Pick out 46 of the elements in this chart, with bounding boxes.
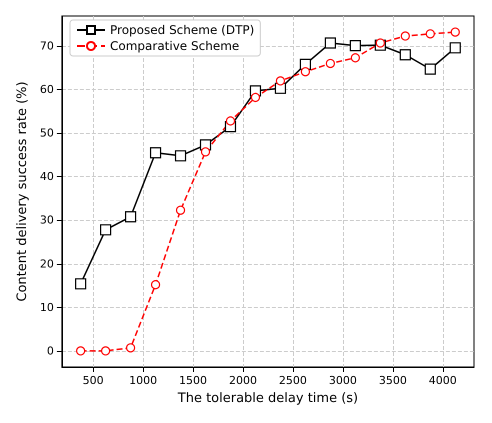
point — [76, 346, 86, 356]
point — [350, 40, 361, 52]
point — [350, 53, 360, 62]
point — [100, 224, 112, 236]
point — [124, 211, 136, 222]
point — [450, 28, 460, 37]
y-axis-title: Content delivery success rate (%) — [15, 81, 30, 302]
y-tick-label: 20 — [40, 257, 54, 270]
point — [324, 37, 336, 49]
x-tick-label: 500 — [82, 374, 104, 387]
x-tick-label: 2500 — [278, 374, 307, 387]
point — [376, 38, 385, 48]
y-tick-label: 40 — [40, 170, 54, 184]
point — [126, 343, 136, 352]
y-tick-label: 0 — [46, 344, 54, 358]
point — [450, 42, 461, 54]
y-tick-label: 10 — [40, 300, 54, 314]
legend-label: Proposed Scheme (DTP) — [110, 23, 254, 37]
y-tick-label: 30 — [40, 214, 54, 227]
point — [226, 116, 236, 126]
point — [200, 147, 210, 156]
y-tick-label: 50 — [40, 126, 54, 140]
point — [75, 278, 86, 290]
point — [174, 150, 186, 162]
x-axis-title: The tolerable delay time (s) — [176, 391, 358, 406]
point — [150, 280, 160, 290]
point — [101, 346, 110, 356]
x-tick-label: 3500 — [378, 374, 407, 387]
x-tick-label: 1000 — [129, 374, 158, 387]
x-tick-label: 3000 — [328, 374, 357, 387]
point — [276, 76, 286, 86]
x-tick-label: 1500 — [179, 374, 208, 387]
point — [326, 58, 335, 68]
y-tick-label: 60 — [40, 83, 54, 96]
point — [150, 147, 162, 158]
point — [300, 67, 310, 76]
point — [400, 31, 410, 41]
y-tick-label: 70 — [40, 40, 54, 53]
legend-label: Comparative Scheme — [110, 39, 240, 53]
point — [400, 49, 411, 60]
point — [426, 29, 435, 38]
x-tick-label: 4000 — [428, 374, 457, 387]
point — [424, 64, 436, 75]
point — [176, 206, 186, 215]
point — [250, 92, 260, 102]
x-tick-label: 2000 — [228, 374, 257, 387]
